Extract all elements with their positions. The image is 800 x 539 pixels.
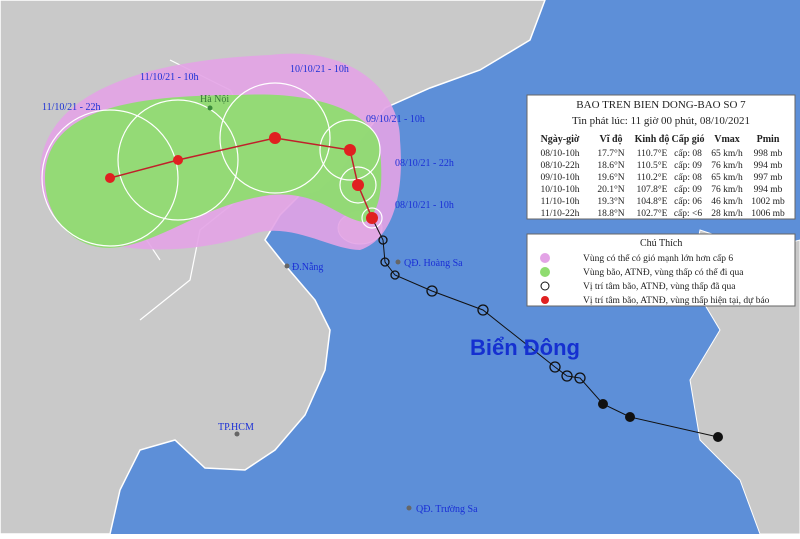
label: 10/10/21 - 10h <box>290 64 349 75</box>
table-cell: 110.5°E <box>637 160 668 171</box>
label: 11/10/21 - 22h <box>42 102 101 113</box>
table-cell: 11/10-10h <box>541 197 580 207</box>
table-cell: 1006 mb <box>751 209 785 219</box>
legend-swatch <box>541 296 549 304</box>
table-cell: 20.1°N <box>597 184 624 195</box>
label: 08/10/21 - 22h <box>395 158 454 169</box>
uncertainty-circles <box>41 82 383 247</box>
table-cell: 18.8°N <box>597 208 624 219</box>
table-cell: 11/10-22h <box>541 209 580 219</box>
table-cell: 998 mb <box>754 149 783 159</box>
legend-item: Vùng bão, ATNĐ, vùng thấp có thể đi qua <box>583 267 744 278</box>
table-cell: 08/10-22h <box>540 161 579 171</box>
table-header: Vĩ độ <box>599 134 622 145</box>
cities <box>207 105 412 511</box>
table-cell: cấp: 08 <box>674 148 702 159</box>
table-header: Pmin <box>757 134 780 145</box>
table-cell: 1002 mb <box>751 197 785 207</box>
table-cell: 110.2°E <box>637 172 668 183</box>
table-cell: 102.7°E <box>637 208 668 219</box>
label: 11/10/21 - 10h <box>140 72 199 83</box>
table-cell: 19.3°N <box>597 196 624 207</box>
table-cell: 65 km/h <box>711 173 743 183</box>
table-cell: cấp: 08 <box>674 172 702 183</box>
table-cell: 10/10-10h <box>540 185 579 195</box>
table-cell: cấp: 06 <box>674 196 702 207</box>
info-title: BAO TREN BIEN DONG-BAO SO 7 <box>576 99 746 111</box>
table-header: Kinh độ <box>635 134 670 145</box>
table-cell: 76 km/h <box>711 185 743 195</box>
table-header: Cấp gió <box>671 134 704 145</box>
label: QĐ. Hoàng Sa <box>404 258 463 269</box>
table-cell: 104.8°E <box>637 196 668 207</box>
sea-label: Biển Đông <box>470 335 580 360</box>
table-cell: 17.7°N <box>597 148 624 159</box>
legend-title: Chú Thích <box>640 238 682 249</box>
storm-area <box>45 94 382 248</box>
info-table: Ngày-giờ Vĩ độ Kinh độ Cấp gió Vmax Pmin 08/10… <box>540 134 785 219</box>
label: QĐ. Trường Sa <box>416 504 478 515</box>
legend-item: Vị trí tâm bão, ATNĐ, vùng thấp hiện tại… <box>583 295 770 306</box>
table-cell: 09/10-10h <box>540 173 579 183</box>
table-cell: 994 mb <box>754 161 783 171</box>
table-cell: 18.6°N <box>597 160 624 171</box>
table-header: Ngày-giờ <box>541 134 580 145</box>
table-header: Vmax <box>714 134 740 145</box>
past-low-points <box>598 399 723 442</box>
legend-items: Vùng có thể có gió mạnh lớn hơn cấp 6 Vùn… <box>583 253 770 306</box>
table-cell: 994 mb <box>754 185 783 195</box>
legend-item: Vùng có thể có gió mạnh lớn hơn cấp 6 <box>583 253 733 264</box>
table-cell: cấp: 09 <box>674 184 702 195</box>
past-points <box>378 235 586 384</box>
legend-swatch <box>540 267 550 277</box>
table-cell: 28 km/h <box>711 209 743 219</box>
legend-swatch <box>540 253 550 263</box>
info-box <box>526 94 796 220</box>
legend-box <box>526 233 796 307</box>
table-cell: cấp: <6 <box>674 208 703 219</box>
table-cell: 76 km/h <box>711 161 743 171</box>
table-cell: 08/10-10h <box>540 149 579 159</box>
label: Đ.Nẵng <box>292 262 323 273</box>
table-cell: 19.6°N <box>597 172 624 183</box>
table-cell: 46 km/h <box>711 197 743 207</box>
legend-swatch <box>540 281 550 291</box>
label: 08/10/21 - 10h <box>395 200 454 211</box>
table-cell: 65 km/h <box>711 149 743 159</box>
label: Hà Nội <box>200 94 229 105</box>
info-subtitle: Tin phát lúc: 11 giờ 00 phút, 08/10/2021 <box>572 115 750 127</box>
forecast-points <box>105 132 378 224</box>
table-cell: 997 mb <box>754 173 783 183</box>
label: TP.HCM <box>218 422 254 433</box>
table-cell: 107.8°E <box>637 184 668 195</box>
table-cell: cấp: 09 <box>674 160 702 171</box>
legend-item: Vị trí tâm bão, ATNĐ, vùng thấp đã qua <box>583 281 736 292</box>
table-cell: 110.7°E <box>637 148 668 159</box>
label: 09/10/21 - 10h <box>366 114 425 125</box>
